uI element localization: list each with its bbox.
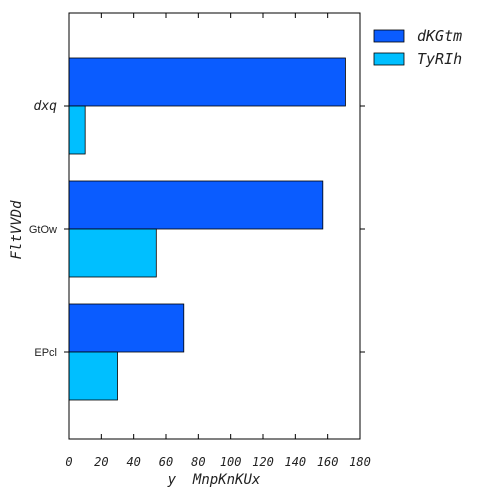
bar-TyRIh-EPcl bbox=[69, 352, 118, 400]
x-tick-label: 120 bbox=[252, 455, 274, 469]
x-tick-label: 80 bbox=[191, 455, 205, 469]
y-axis-title: FltVVDd bbox=[9, 200, 25, 260]
x-axis-title: y MnpKnKUx bbox=[167, 472, 261, 488]
bar-dKGtm-EPcl bbox=[69, 304, 184, 352]
legend-label-TyRIh: TyRIh bbox=[417, 50, 462, 68]
x-tick-label: 140 bbox=[284, 455, 306, 469]
x-tick-label: 40 bbox=[126, 455, 140, 469]
x-tick-label: 60 bbox=[159, 455, 173, 469]
y-tick-label-dxq: dxq bbox=[34, 99, 58, 114]
bar-dKGtm-dxq bbox=[69, 58, 345, 106]
legend: dKGtm TyRIh bbox=[374, 27, 462, 68]
x-tick-label: 100 bbox=[220, 455, 242, 469]
bars-layer bbox=[69, 58, 345, 400]
x-tick-label: 20 bbox=[94, 455, 108, 469]
x-tick-label: 160 bbox=[317, 455, 339, 469]
x-tick-label: 180 bbox=[349, 455, 371, 469]
legend-label-dKGtm: dKGtm bbox=[417, 27, 462, 45]
y-tick-label-GtOw: GtOw bbox=[29, 224, 57, 236]
x-tick-label: 0 bbox=[65, 455, 72, 469]
y-tick-label-EPcl: EPcl bbox=[34, 347, 57, 359]
legend-swatch-TyRIh bbox=[374, 53, 404, 65]
bar-TyRIh-GtOw bbox=[69, 229, 156, 277]
bar-dKGtm-GtOw bbox=[69, 181, 323, 229]
bar-TyRIh-dxq bbox=[69, 106, 85, 154]
legend-swatch-dKGtm bbox=[374, 30, 404, 42]
